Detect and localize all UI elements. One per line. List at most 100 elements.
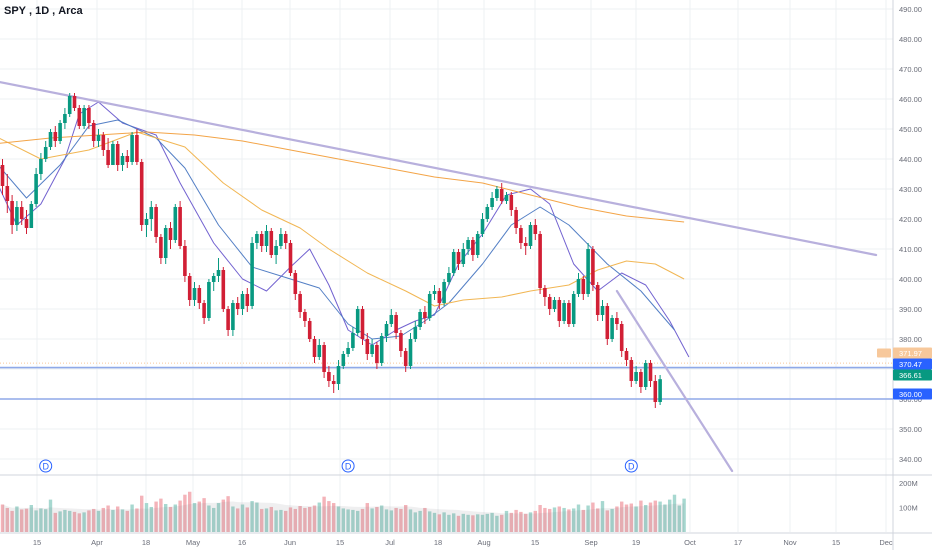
- candle-body: [341, 354, 346, 366]
- price-axis-label: 490.00: [899, 5, 922, 14]
- volume-bar: [682, 498, 686, 532]
- candle-body: [173, 207, 178, 240]
- volume-bar: [53, 512, 57, 532]
- interval-label[interactable]: 1D: [35, 5, 50, 17]
- time-axis-label: Apr: [91, 538, 103, 547]
- candle-body: [447, 273, 451, 282]
- candle-body: [178, 207, 182, 246]
- candle-body: [528, 225, 533, 246]
- volume-bar: [524, 513, 528, 532]
- volume-bar: [552, 507, 557, 532]
- volume-ma-area: [2, 501, 685, 532]
- candle-body: [221, 270, 226, 309]
- candle-body: [0, 165, 5, 186]
- volume-bar: [543, 507, 547, 532]
- volume-bar: [514, 509, 518, 532]
- volume-bar: [255, 502, 259, 532]
- trendline: [615, 289, 734, 473]
- volume-bar: [58, 511, 62, 532]
- candle-body: [192, 288, 197, 300]
- candle-body: [29, 204, 34, 228]
- candle-body: [658, 379, 662, 402]
- volume-bar: [197, 501, 201, 532]
- volume-bar: [428, 511, 432, 532]
- trendline: [0, 80, 878, 257]
- candle-body: [154, 207, 158, 237]
- volume-bar: [236, 508, 240, 532]
- price-badge-level-lower: 360.00: [893, 388, 932, 400]
- candle-body: [336, 366, 341, 384]
- volume-bar: [677, 505, 681, 532]
- prev-close-tag: [877, 348, 891, 358]
- volume-bar: [370, 508, 374, 532]
- volume-bar: [221, 499, 225, 532]
- volume-bar: [168, 506, 173, 532]
- volume-bar: [77, 513, 81, 532]
- volume-bar: [130, 504, 134, 532]
- price-axis-label: 410.00: [899, 245, 922, 254]
- volume-bar: [29, 505, 33, 532]
- candle-body: [39, 159, 43, 174]
- candle-body: [480, 219, 485, 234]
- price-badge-bg: [893, 347, 932, 359]
- volume-bar: [519, 511, 523, 532]
- candle-body: [370, 345, 374, 354]
- candle-body: [159, 237, 163, 258]
- candle-body: [106, 150, 110, 165]
- candle-body: [245, 294, 250, 306]
- volume-bar: [591, 502, 595, 532]
- candle-body: [43, 147, 48, 159]
- volume-bar: [317, 502, 321, 532]
- candle-body: [504, 195, 509, 201]
- candle-body: [67, 96, 72, 114]
- candle-body: [96, 135, 101, 141]
- volume-bar: [658, 501, 662, 532]
- volume-bar: [10, 510, 14, 532]
- time-axis-label: Jun: [284, 538, 296, 547]
- candle-body: [58, 123, 62, 141]
- price-badge-text: 366.61: [899, 371, 922, 380]
- candle-body: [288, 243, 293, 273]
- volume-bar: [437, 514, 441, 532]
- candle-body: [523, 243, 528, 246]
- price-badge-text: 370.47: [899, 360, 922, 369]
- volume-bar: [399, 508, 403, 532]
- volume-bar: [164, 504, 168, 532]
- volume-bar: [245, 507, 249, 532]
- dividend-circle: [39, 459, 53, 473]
- volume-bar: [480, 514, 485, 532]
- volume-bar: [188, 491, 192, 532]
- volume-bar: [111, 509, 115, 532]
- candle-body: [562, 303, 566, 321]
- volume-bar: [663, 504, 667, 532]
- chart-title: SPY, 1D, Arca: [4, 5, 83, 17]
- candle-body: [101, 135, 106, 150]
- candle-body: [5, 186, 10, 201]
- volume-bar: [432, 512, 437, 532]
- time-axis-label: Jul: [385, 538, 395, 547]
- candle-body: [653, 381, 658, 402]
- candle-body: [48, 132, 53, 147]
- candle-body: [235, 303, 240, 309]
- volume-bar: [87, 510, 91, 532]
- volume-bar: [159, 498, 163, 532]
- candle-body: [115, 144, 120, 165]
- volume-bar: [490, 512, 494, 532]
- volume-bar: [298, 505, 302, 532]
- volume-bar: [576, 504, 581, 532]
- volume-pane: [0, 491, 686, 532]
- candle-body: [581, 279, 586, 294]
- volume-bar: [572, 508, 576, 532]
- volume-bar: [72, 511, 77, 532]
- candle-body: [389, 315, 394, 324]
- volume-bar: [63, 509, 67, 532]
- time-axis: 15 Apr 18 May 16 Jun 15 Jul 18 Aug 15 Sep 19 Oct 17 Nov…: [33, 538, 893, 547]
- symbol-label[interactable]: SPY: [4, 5, 27, 17]
- candle-body: [331, 381, 336, 384]
- candle-body: [303, 312, 307, 321]
- candle-body: [485, 207, 490, 219]
- candle-body: [269, 231, 274, 255]
- volume-bar: [0, 504, 5, 532]
